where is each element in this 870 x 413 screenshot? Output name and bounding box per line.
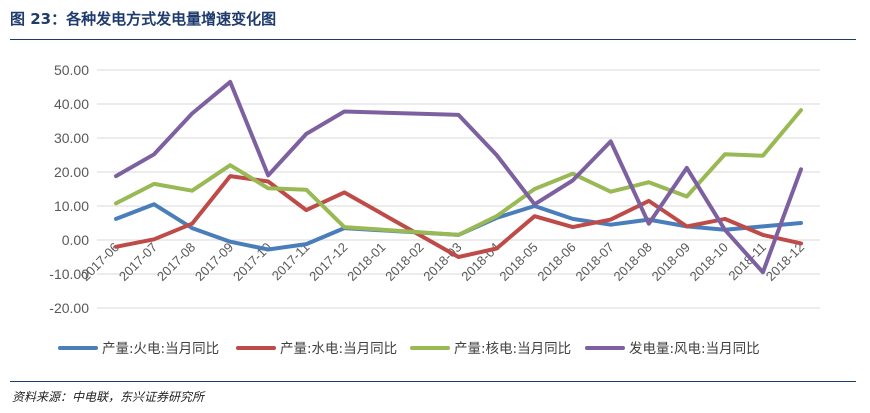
footer-divider — [10, 381, 856, 382]
x-tick-label: 2018-11 — [725, 240, 769, 284]
source-note: 资料来源：中电联，东兴证券研究所 — [12, 390, 205, 404]
x-tick-label: 2017-12 — [306, 240, 350, 284]
series-line-2 — [114, 174, 803, 259]
figure-title: 图 23：各种发电方式发电量增速变化图 — [10, 10, 277, 28]
series-line-1 — [114, 202, 803, 252]
x-tick-label: 2018-05 — [496, 240, 540, 284]
x-tick-label: 2017-08 — [154, 240, 198, 284]
x-tick-label: 2018-10 — [687, 240, 731, 284]
x-tick-label: 2017-09 — [192, 240, 236, 284]
series-lines — [114, 79, 803, 275]
title-divider — [10, 39, 856, 40]
y-tick-label: 20.00 — [54, 164, 89, 180]
series-line-3 — [114, 108, 803, 237]
x-tick-label: 2018-01 — [344, 240, 388, 284]
y-tick-label: 10.00 — [54, 198, 89, 214]
legend-label: 产量:水电:当月同比 — [280, 341, 397, 357]
line-chart: 50.00 40.00 30.00 20.00 10.00 0.00 -10.00 -20.0… — [49, 62, 820, 357]
y-tick-label: -10.00 — [49, 266, 89, 282]
y-tick-label: 0.00 — [62, 232, 89, 248]
legend-label: 产量:火电:当月同比 — [102, 341, 219, 357]
y-tick-label: -20.00 — [49, 300, 89, 316]
x-tick-label: 2018-06 — [534, 240, 578, 284]
x-tick-label: 2018-08 — [611, 240, 655, 284]
x-tick-label: 2018-07 — [572, 240, 616, 284]
x-tick-label: 2018-09 — [649, 240, 693, 284]
x-tick-label: 2018-12 — [763, 240, 807, 284]
y-tick-label: 50.00 — [54, 62, 89, 78]
series-line-4 — [114, 79, 803, 275]
legend-label: 产量:核电:当月同比 — [454, 341, 571, 357]
legend: 产量:火电:当月同比 产量:水电:当月同比 产量:核电:当月同比 发电量:风电:当月同… — [58, 341, 760, 357]
legend-label: 发电量:风电:当月同比 — [629, 341, 760, 357]
y-tick-label: 30.00 — [54, 130, 89, 146]
y-axis-ticks: 50.00 40.00 30.00 20.00 10.00 0.00 -10.00 -20.0… — [49, 62, 89, 316]
y-tick-label: 40.00 — [54, 96, 89, 112]
x-tick-label: 2018-02 — [382, 240, 426, 284]
x-tick-label: 2018-04 — [458, 240, 502, 284]
